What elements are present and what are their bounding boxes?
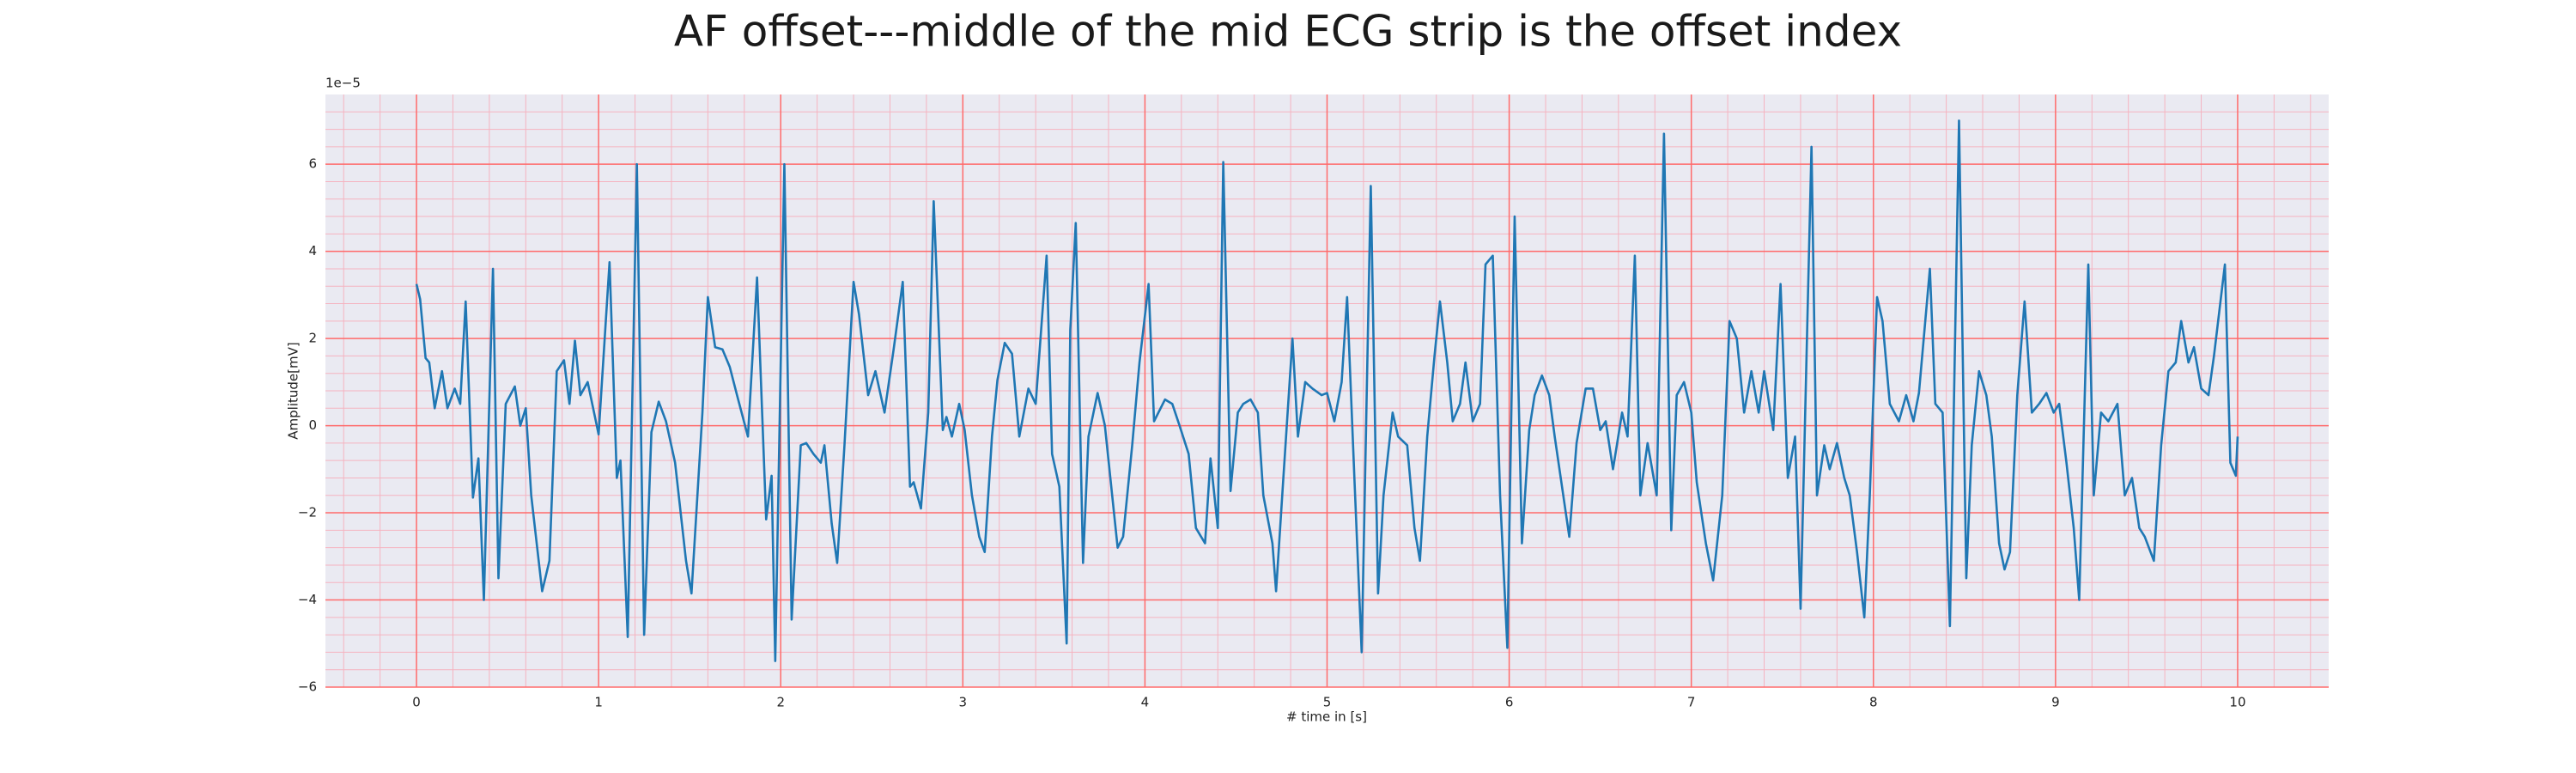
signal-line [415, 119, 2239, 662]
y-tick-label: 0 [308, 417, 317, 433]
x-tick-label: 9 [2051, 695, 2060, 710]
y-offset-label: 1e−5 [325, 76, 361, 91]
y-tick-label: 4 [308, 243, 317, 259]
y-tick-label: −6 [298, 679, 317, 695]
x-tick-label: 6 [1505, 695, 1514, 710]
x-tick-label: 4 [1141, 695, 1150, 710]
x-tick-label: 3 [959, 695, 968, 710]
y-tick-label: 6 [308, 156, 317, 172]
x-tick-label: 1 [594, 695, 603, 710]
x-tick-label: 10 [2229, 695, 2245, 710]
x-tick-label: 5 [1323, 695, 1332, 710]
y-tick-label: −4 [298, 592, 317, 607]
y-axis-label: Amplitude[mV] [286, 342, 301, 439]
x-tick-label: 7 [1687, 695, 1696, 710]
y-tick-label: 2 [308, 331, 317, 346]
chart-title: AF offset---middle of the mid ECG strip … [674, 7, 1902, 57]
x-axis-label: # time in [s] [1286, 709, 1367, 725]
x-tick-label: 8 [1869, 695, 1878, 710]
x-tick-label: 2 [776, 695, 785, 710]
x-tick-label: 0 [412, 695, 421, 710]
y-tick-label: −2 [298, 505, 317, 520]
